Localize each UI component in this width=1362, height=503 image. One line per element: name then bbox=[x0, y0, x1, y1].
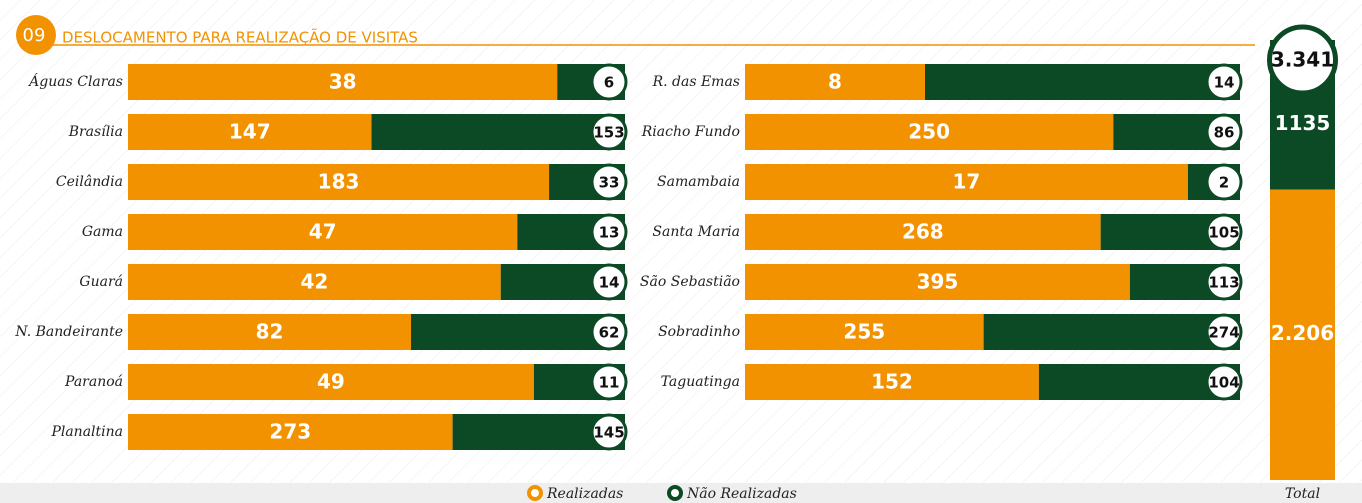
value-badge bbox=[590, 263, 628, 301]
category-label: Samambaia bbox=[657, 174, 740, 190]
value-label: 62 bbox=[599, 324, 620, 342]
bar-realizadas bbox=[745, 314, 984, 350]
legend-label: Não Realizadas bbox=[686, 486, 797, 502]
value-label: 274 bbox=[1208, 324, 1239, 342]
value-label: 183 bbox=[318, 170, 360, 194]
bar-realizadas bbox=[745, 64, 925, 100]
value-badge bbox=[590, 313, 628, 351]
total-realizadas bbox=[1270, 189, 1335, 481]
bar-realizadas bbox=[745, 214, 1101, 250]
value-label: 395 bbox=[917, 270, 959, 294]
bar-realizadas bbox=[745, 164, 1188, 200]
value-label: 14 bbox=[1214, 74, 1235, 92]
value-label: 6 bbox=[604, 74, 614, 92]
value-label: 38 bbox=[329, 70, 357, 94]
legend-marker bbox=[527, 485, 543, 501]
value-label: 104 bbox=[1208, 374, 1239, 392]
value-label: 33 bbox=[599, 174, 620, 192]
bar-realizadas bbox=[128, 364, 534, 400]
category-label: Águas Claras bbox=[27, 72, 123, 90]
category-label: N. Bandeirante bbox=[14, 324, 123, 340]
value-label: 105 bbox=[1208, 224, 1239, 242]
bar-realizadas bbox=[128, 314, 412, 350]
value-label: 153 bbox=[593, 124, 624, 142]
value-label: 255 bbox=[843, 320, 885, 344]
value-label: 13 bbox=[599, 224, 620, 242]
bar-nao-realizadas bbox=[983, 314, 1240, 350]
value-badge bbox=[1205, 263, 1243, 301]
total-label: 3.341 bbox=[1271, 48, 1334, 72]
value-badge bbox=[590, 213, 628, 251]
bar-realizadas bbox=[745, 364, 1039, 400]
bar-realizadas bbox=[128, 214, 518, 250]
category-label: Taguatinga bbox=[661, 374, 740, 390]
value-badge bbox=[590, 413, 628, 451]
value-badge bbox=[590, 113, 628, 151]
value-label: 152 bbox=[871, 370, 913, 394]
value-badge bbox=[590, 63, 628, 101]
value-badge bbox=[1205, 313, 1243, 351]
category-label: R. das Emas bbox=[652, 74, 740, 90]
value-label: 47 bbox=[309, 220, 337, 244]
value-label: 82 bbox=[256, 320, 284, 344]
category-label: Sobradinho bbox=[658, 324, 740, 340]
value-badge bbox=[1205, 63, 1243, 101]
category-label: Guará bbox=[79, 274, 123, 290]
category-label: Total bbox=[1285, 486, 1320, 502]
value-badge bbox=[1205, 163, 1243, 201]
value-label: 11 bbox=[599, 374, 620, 392]
category-label: Ceilândia bbox=[56, 174, 123, 190]
value-label: 86 bbox=[1214, 124, 1235, 142]
category-label: Riacho Fundo bbox=[641, 124, 740, 140]
total-badge bbox=[1267, 24, 1338, 96]
section-number: 09 bbox=[23, 25, 46, 46]
bar-realizadas bbox=[128, 64, 558, 100]
value-label: 145 bbox=[593, 424, 624, 442]
value-label: 2 bbox=[1219, 174, 1229, 192]
value-badge bbox=[590, 363, 628, 401]
bar-nao-realizadas bbox=[925, 64, 1240, 100]
value-label: 1135 bbox=[1275, 111, 1331, 135]
category-label: Santa Maria bbox=[652, 224, 740, 240]
value-badge bbox=[590, 163, 628, 201]
value-label: 49 bbox=[317, 370, 345, 394]
bar-nao-realizadas bbox=[411, 314, 625, 350]
value-label: 268 bbox=[902, 220, 944, 244]
legend-label: Realizadas bbox=[546, 486, 623, 502]
value-badge bbox=[1205, 363, 1243, 401]
value-label: 2.206 bbox=[1271, 321, 1334, 345]
value-label: 250 bbox=[908, 120, 950, 144]
category-label: Brasília bbox=[68, 124, 123, 140]
category-label: Gama bbox=[82, 224, 123, 240]
bar-realizadas bbox=[745, 114, 1114, 150]
category-label: São Sebastião bbox=[640, 274, 740, 290]
value-label: 17 bbox=[953, 170, 981, 194]
value-label: 113 bbox=[1208, 274, 1239, 292]
value-label: 147 bbox=[229, 120, 271, 144]
category-label: Paranoá bbox=[64, 374, 123, 390]
chart-title: DESLOCAMENTO PARA REALIZAÇÃO DE VISITAS bbox=[62, 28, 418, 47]
bar-realizadas bbox=[128, 114, 372, 150]
bar-realizadas bbox=[128, 164, 550, 200]
category-label: Planaltina bbox=[50, 424, 123, 440]
bar-nao-realizadas bbox=[371, 114, 625, 150]
value-label: 42 bbox=[300, 270, 328, 294]
value-badge bbox=[1205, 113, 1243, 151]
value-label: 273 bbox=[269, 420, 311, 444]
value-label: 8 bbox=[828, 70, 842, 94]
section-badge bbox=[16, 15, 56, 55]
bar-realizadas bbox=[128, 414, 453, 450]
bar-realizadas bbox=[745, 264, 1130, 300]
legend-marker bbox=[667, 485, 683, 501]
value-label: 14 bbox=[599, 274, 620, 292]
bar-realizadas bbox=[128, 264, 501, 300]
value-badge bbox=[1205, 213, 1243, 251]
